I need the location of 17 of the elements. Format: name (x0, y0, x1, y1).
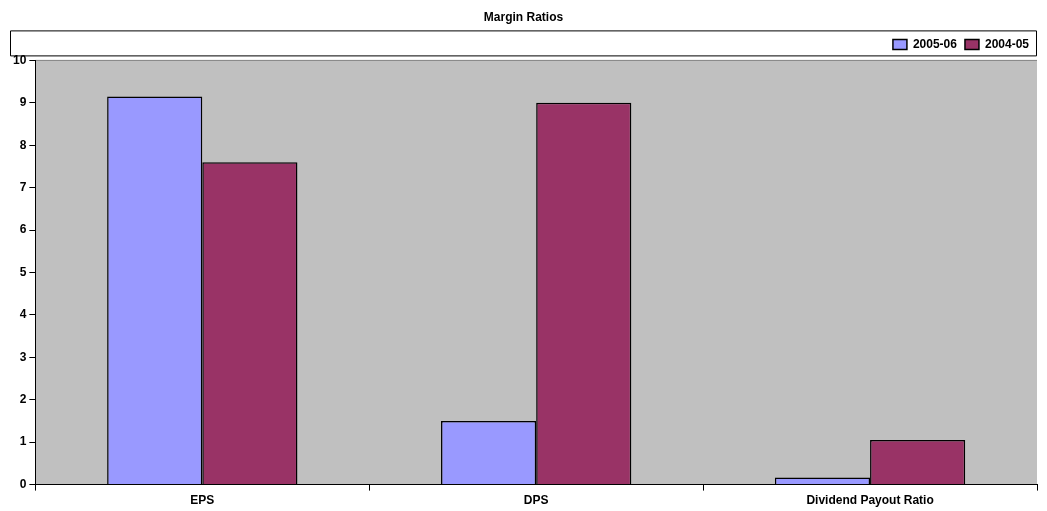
y-tick-label: 3 (19, 349, 27, 364)
chart-title: Margin Ratios (483, 9, 564, 24)
legend-label: 2004-05 (984, 36, 1030, 51)
y-tick-label: 5 (19, 264, 27, 279)
y-tick-label: 0 (19, 476, 27, 491)
legend-label: 2005-06 (912, 36, 958, 51)
y-tick-label: 2 (19, 392, 27, 407)
x-tick-label: Dividend Payout Ratio (806, 493, 934, 508)
x-tick-label: EPS (190, 493, 215, 508)
y-tick-label: 8 (19, 137, 27, 152)
y-tick-label: 6 (19, 222, 27, 237)
y-tick-label: 7 (19, 179, 27, 194)
x-tick-label: DPS (523, 493, 549, 508)
y-tick-label: 1 (19, 434, 27, 449)
y-tick-label: 10 (12, 52, 27, 67)
y-tick-label: 4 (19, 307, 27, 322)
y-tick-label: 9 (19, 95, 27, 110)
